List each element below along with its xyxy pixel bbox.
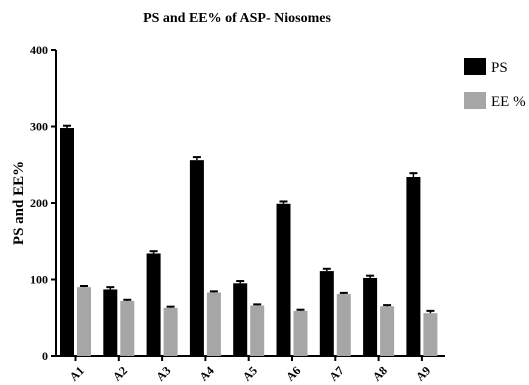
- plot-area: 0 100 200 300 400 A1 A2 A3 A4 A5 A6 A7 A8 A9: [30, 43, 445, 384]
- legend: PS EE %: [464, 58, 526, 110]
- legend-label: EE %: [491, 94, 526, 110]
- bar-ps-a6: [276, 203, 291, 356]
- bar-ee-a2: [120, 300, 135, 356]
- x-tick-label: A4: [196, 363, 216, 383]
- y-axis-label: PS and EE%: [11, 161, 27, 245]
- y-tick-label: 400: [30, 43, 48, 57]
- bar-ee-a6: [293, 310, 308, 356]
- bar-ps-a9: [406, 176, 421, 356]
- bar-ps-a7: [319, 271, 334, 356]
- bar-ps-a8: [363, 277, 378, 356]
- x-tick-label: A1: [67, 363, 87, 383]
- x-tick-label: A6: [283, 363, 303, 383]
- x-tick-label: A8: [370, 363, 390, 383]
- x-tick-label: A9: [413, 363, 433, 383]
- bar-ee-a3: [163, 307, 178, 356]
- bar-ps-a1: [60, 128, 74, 356]
- x-tick-label: A7: [326, 363, 346, 383]
- bar-ee-a9: [423, 313, 438, 356]
- x-tick-label: A2: [110, 363, 130, 383]
- chart-title: PS and EE% of ASP- Niosomes: [143, 11, 331, 26]
- legend-label: PS: [491, 60, 508, 76]
- bar-ee-a4: [206, 292, 221, 356]
- bar-ee-a5: [250, 305, 265, 356]
- bar-ps-a2: [103, 289, 118, 356]
- bar-ps-a3: [146, 253, 161, 356]
- x-tick-label: A3: [153, 363, 173, 383]
- x-tick-label: A5: [240, 363, 260, 383]
- legend-swatch-ee: [464, 92, 486, 109]
- bar-ee-a7: [336, 294, 351, 356]
- y-tick-label: 300: [30, 120, 48, 134]
- legend-swatch-ps: [464, 58, 486, 75]
- bar-ps-a4: [189, 160, 204, 356]
- bar-ps-a5: [233, 283, 248, 356]
- bar-ee-a8: [380, 306, 395, 356]
- y-tick-label: 0: [42, 349, 48, 363]
- y-tick-label: 200: [30, 196, 48, 210]
- bar-ee-a1: [77, 287, 91, 356]
- y-tick-label: 100: [30, 273, 48, 287]
